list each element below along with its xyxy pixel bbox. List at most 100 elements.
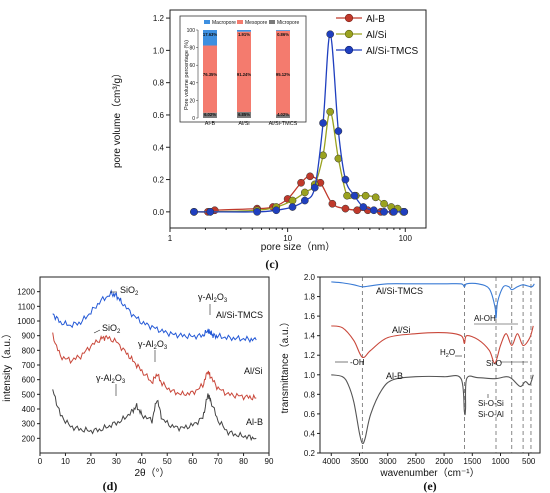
d-x-tick-label: 20 [86,457,95,466]
c-point-al-b [353,206,362,215]
c-plot-frame [169,9,427,229]
e-plot-frame [319,276,541,454]
d-plot-frame [39,276,270,454]
panel-d: 200 300 400 500 600 700 800 900 1000 1100 1200 0 10… [1,276,274,493]
c-point-al-b [328,199,337,208]
c-inset-value-label: 0.86% [277,32,289,37]
c-inset-bar-macropore [203,30,217,46]
c-point-al-si [380,199,388,208]
e-series [331,281,535,445]
e-ann-si-o-al: Si-O-Al [478,410,504,419]
c-point-al-b [341,204,350,213]
c-y-tick-label: 0.8 [153,79,165,88]
c-x-tick-label: 100 [399,234,413,243]
d-x-axis-label: 2θ（°） [134,467,169,479]
c-inset-value-label: 76.35% [203,72,217,77]
c-inset-category-label: Al/Si [238,121,249,127]
d-y-tick-label: 400 [22,405,36,414]
c-x-ticks: 1 10 100 [168,228,413,243]
e-x-axis-label: wavenumber（cm⁻¹） [379,467,479,479]
c-inset-legend-swatch-micropore [269,20,275,24]
e-x-tick-label: 3000 [379,457,397,466]
c-point-al-b [297,178,305,187]
e-y-tick-label: 0.8 [304,390,316,399]
d-y-ticks: 200 300 400 500 600 700 800 900 1000 1100 1200 [17,288,40,443]
c-x-tick-label: 10 [283,234,292,243]
d-ann-gamma-alb: γ-Al2O3 [96,373,126,385]
e-ann-al-oh: Al-OH [474,314,496,323]
d-y-tick-label: 1200 [17,288,35,297]
d-y-tick-label: 200 [22,434,36,443]
c-point-al-si-tmcs [310,183,319,192]
c-inset-legend-macropore: Macropore [212,20,236,26]
c-point-al-si-tmcs [341,175,350,184]
c-inset-value-label: 95.12% [276,72,290,77]
d-ann-sio2-tmcs: SiO2 [120,285,139,297]
d-ann-label-al-si-tmcs: Al/Si-TMCS [216,310,263,320]
d-x-tick-label: 80 [239,457,248,466]
c-y-tick-label: 0.6 [153,111,165,120]
e-ann-al-si: Al/Si [392,325,411,335]
e-ann-al-b: Al-B [386,371,403,381]
c-point-al-si-tmcs [300,196,309,205]
e-y-tick-label: 0.4 [304,429,316,438]
c-point-al-si-tmcs [288,203,297,211]
c-series-line-al-si [194,111,404,213]
d-x-tick-label: 50 [163,457,172,466]
c-inset-bar-mesopore [237,31,251,112]
d-x-tick-label: 40 [137,457,146,466]
e-series-line-al-si [331,325,534,364]
c-point-al-si-tmcs [272,206,281,215]
d-x-tick-label: 70 [214,457,223,466]
c-inset-bar-macropore [237,30,251,32]
e-x-tick-label: 4000 [322,457,340,466]
c-inset-value-label: 1.91% [238,32,250,37]
c-point-al-si [343,191,351,200]
c-inset-y-label: Pore volume percentage (%) [184,40,190,110]
e-x-tick-label: 1000 [492,457,510,466]
d-x-tick-label: 30 [112,457,121,466]
d-x-tick-label: 90 [265,457,274,466]
c-inset-bar-macropore [276,30,290,31]
c-inset-y-tick-label: 60 [189,63,195,69]
c-inset-y-tick-label: 20 [189,98,195,104]
d-series-line-al-si [52,332,257,401]
e-x-ticks: 4000 3500 3000 2500 2000 1500 1000 500 [322,453,536,466]
c-inset-legend-swatch-mesopore [237,20,243,24]
c-inset-y-tick-label: 100 [187,28,196,34]
e-y-tick-label: 0.6 [304,410,316,419]
d-y-tick-label: 900 [22,332,36,341]
c-point-al-si-tmcs [400,208,409,216]
d-series-line-al-b [52,389,257,442]
d-x-tick-label: 10 [61,457,70,466]
c-point-al-si-tmcs [369,206,378,215]
e-y-tick-label: 1.4 [304,332,316,341]
c-point-al-si [319,151,327,160]
c-inset-category-label: Al-B [205,121,216,127]
e-ann-h2o: H2O [440,348,455,359]
d-y-tick-label: 600 [22,376,36,385]
e-y-tick-label: 1.2 [304,351,316,360]
e-series-line-al-b [331,374,534,445]
d-y-tick-label: 700 [22,361,36,370]
c-point-al-b [306,172,314,181]
e-x-tick-label: 2500 [407,457,425,466]
panel-e: 0.2 0.4 0.6 0.8 1.0 1.2 1.4 1.6 1.8 2.0 4000 3500 3… [279,273,541,493]
panel-c: 0.0 0.2 0.4 0.6 0.8 1.0 1.2 1 10 100 pore volume… [111,9,427,271]
c-series [190,30,409,216]
e-x-tick-label: 500 [522,457,536,466]
c-point-al-si-tmcs [390,208,398,216]
c-panel-label: (c) [265,257,278,271]
c-y-axis-label: pore volume（cm³/g） [111,68,123,168]
d-panel-label: (d) [103,479,118,493]
c-x-axis-label: pore size（nm） [261,241,335,253]
c-inset-bar-micropore [237,111,251,118]
c-inset-bars: Al-B 6.02% 76.35% 17.63% Al/Si 6.85% 91.24% 1.9… [203,30,298,127]
c-x-tick-label: 1 [168,234,173,243]
d-annotations: SiO2 γ-Al2O3 Al/Si-TMCS SiO2 γ-Al2O3 Al/… [93,285,263,427]
c-inset-bar-micropore [276,114,290,118]
c-legend-marker-al-si [344,29,354,39]
c-point-al-si-tmcs [319,119,327,127]
c-inset-legend-swatch-macropore [204,20,210,24]
